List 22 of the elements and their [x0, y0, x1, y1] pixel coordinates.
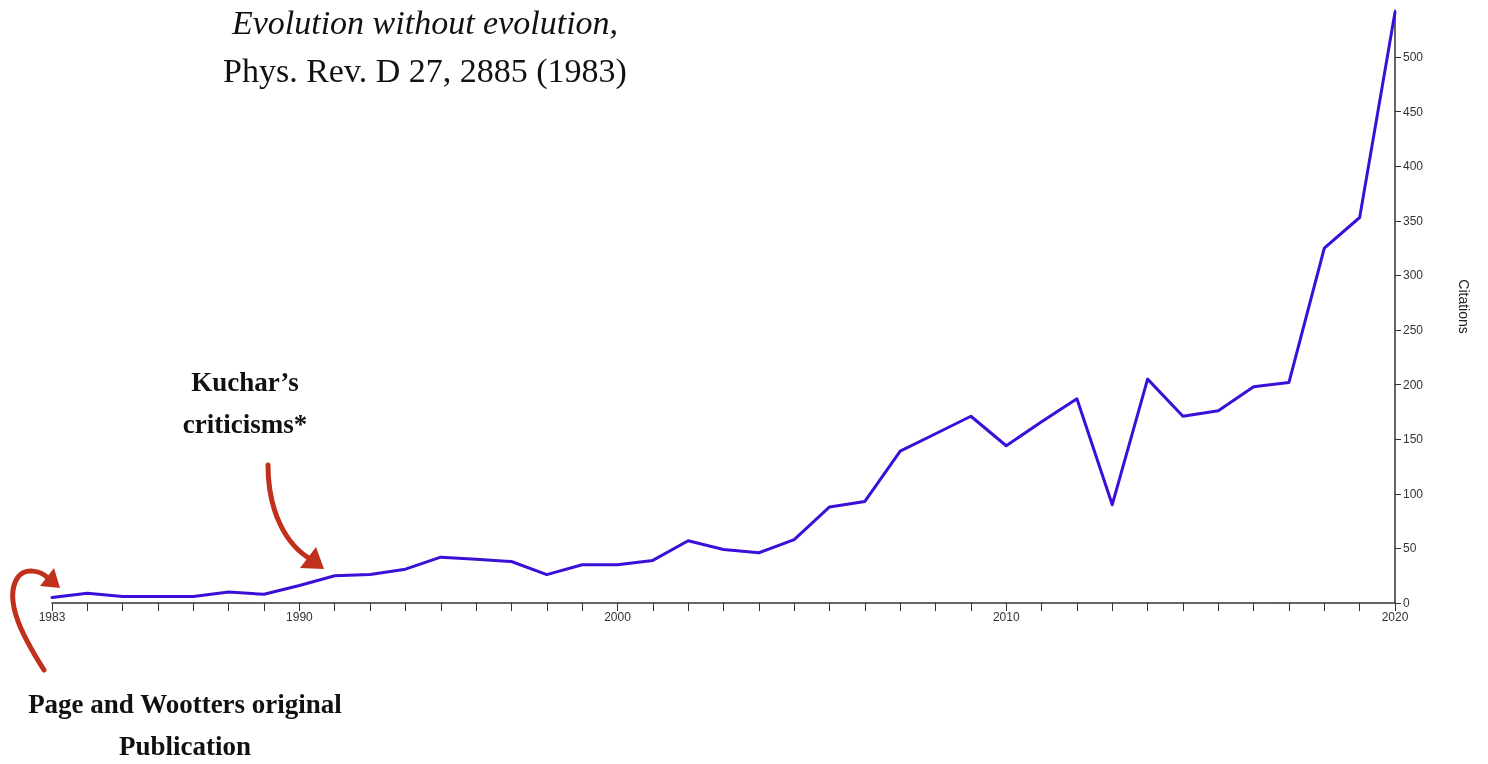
text: Phys. Rev. D 27, 2885 (1983) — [223, 51, 627, 90]
y-tick-label: 450 — [1403, 104, 1424, 119]
y-tick-label: 200 — [1403, 377, 1424, 392]
y-tick-label: 0 — [1403, 596, 1410, 610]
line-series — [50, 10, 1397, 600]
x-tick-label: 2000 — [604, 610, 632, 624]
x-tick-label: 1983 — [38, 610, 66, 624]
y-axis-title: Citations — [1456, 279, 1472, 334]
y-tick-label: 250 — [1403, 322, 1424, 337]
y-tick-label: 500 — [1403, 49, 1424, 64]
y-tick-label: 50 — [1403, 541, 1417, 556]
y-tick-label: 400 — [1403, 159, 1424, 174]
x-tick-label: 2010 — [992, 610, 1020, 624]
annotation: Kuchar’s criticisms* — [181, 366, 309, 441]
x-tick-label: 2020 — [1381, 610, 1409, 624]
text: Page and Wootters original Publication — [27, 688, 343, 763]
x-tick-label: 1990 — [286, 610, 314, 624]
y-tick-label: 150 — [1403, 432, 1424, 447]
y-tick-label: 300 — [1403, 268, 1424, 283]
y-tick-label: 350 — [1403, 213, 1424, 228]
chart-title: Evolution without evolution, — [230, 3, 619, 41]
y-tick-label: 100 — [1403, 486, 1424, 501]
